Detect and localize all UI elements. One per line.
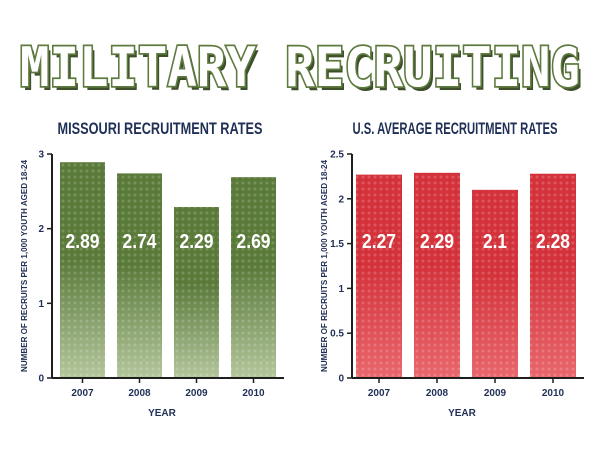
x-tick-label: 2008	[426, 388, 449, 399]
y-tick-label: 2	[338, 194, 344, 205]
x-tick-label: 2007	[368, 388, 391, 399]
x-axis-label: YEAR	[448, 408, 477, 419]
x-tick-label: 2010	[542, 388, 565, 399]
y-tick-label: 2.5	[330, 150, 344, 161]
bar-value-label: 2.74	[123, 231, 158, 253]
bar-texture-2007	[60, 162, 105, 378]
y-tick-label: 2	[38, 224, 44, 235]
bar-value-label: 2.28	[536, 231, 570, 253]
y-axis-label: NUMBER OF RECRUITS PER 1,000 YOUTH AGED …	[19, 160, 29, 372]
x-tick-label: 2007	[71, 388, 94, 399]
y-axis-label: NUMBER OF RECRUITS PER 1,000 YOUTH AGED …	[319, 160, 329, 372]
bar-value-label: 2.29	[180, 231, 214, 253]
bar-texture-2009	[472, 189, 518, 378]
bar-value-label: 2.89	[66, 231, 100, 253]
us-average-chart: U.S. AVERAGE RECRUITMENT RATES 2.27 2007 2.…	[319, 119, 584, 419]
bar-value-label: 2.27	[362, 231, 396, 253]
bar-texture-2009	[174, 207, 219, 378]
bar-texture-2010	[530, 173, 576, 378]
title-shadow: MILITARY RECRUITING	[23, 40, 583, 103]
infographic-title: MILITARY RECRUITING MILITARY RECRUITING	[18, 34, 583, 103]
y-tick-label: 1	[338, 284, 344, 295]
chart-title: MISSOURI RECRUITMENT RATES	[58, 119, 263, 138]
x-tick-label: 2009	[484, 388, 507, 399]
y-tick-label: 0	[38, 374, 44, 385]
bar-texture-2007	[356, 174, 402, 378]
y-tick-label: 0	[338, 374, 344, 385]
bar-texture-2008	[414, 172, 460, 378]
bar-value-label: 2.69	[237, 231, 271, 253]
missouri-chart: MISSOURI RECRUITMENT RATES2.8920072.7420…	[19, 119, 284, 419]
x-axis-label: YEAR	[148, 408, 177, 419]
bar-value-label: 2.29	[420, 231, 454, 253]
y-tick-label: 1	[38, 299, 44, 310]
y-tick-label: 0.5	[330, 329, 344, 340]
x-tick-label: 2009	[185, 388, 208, 399]
bar-texture-2010	[231, 177, 276, 378]
chart-title: U.S. AVERAGE RECRUITMENT RATES	[353, 119, 558, 138]
x-tick-label: 2008	[128, 388, 151, 399]
bar-value-label: 2.1	[483, 231, 507, 253]
x-tick-label: 2010	[242, 388, 265, 399]
y-tick-label: 1.5	[330, 239, 344, 250]
bar-texture-2008	[117, 173, 162, 378]
title-text: MILITARY RECRUITING	[20, 36, 580, 99]
y-tick-label: 3	[38, 150, 44, 161]
